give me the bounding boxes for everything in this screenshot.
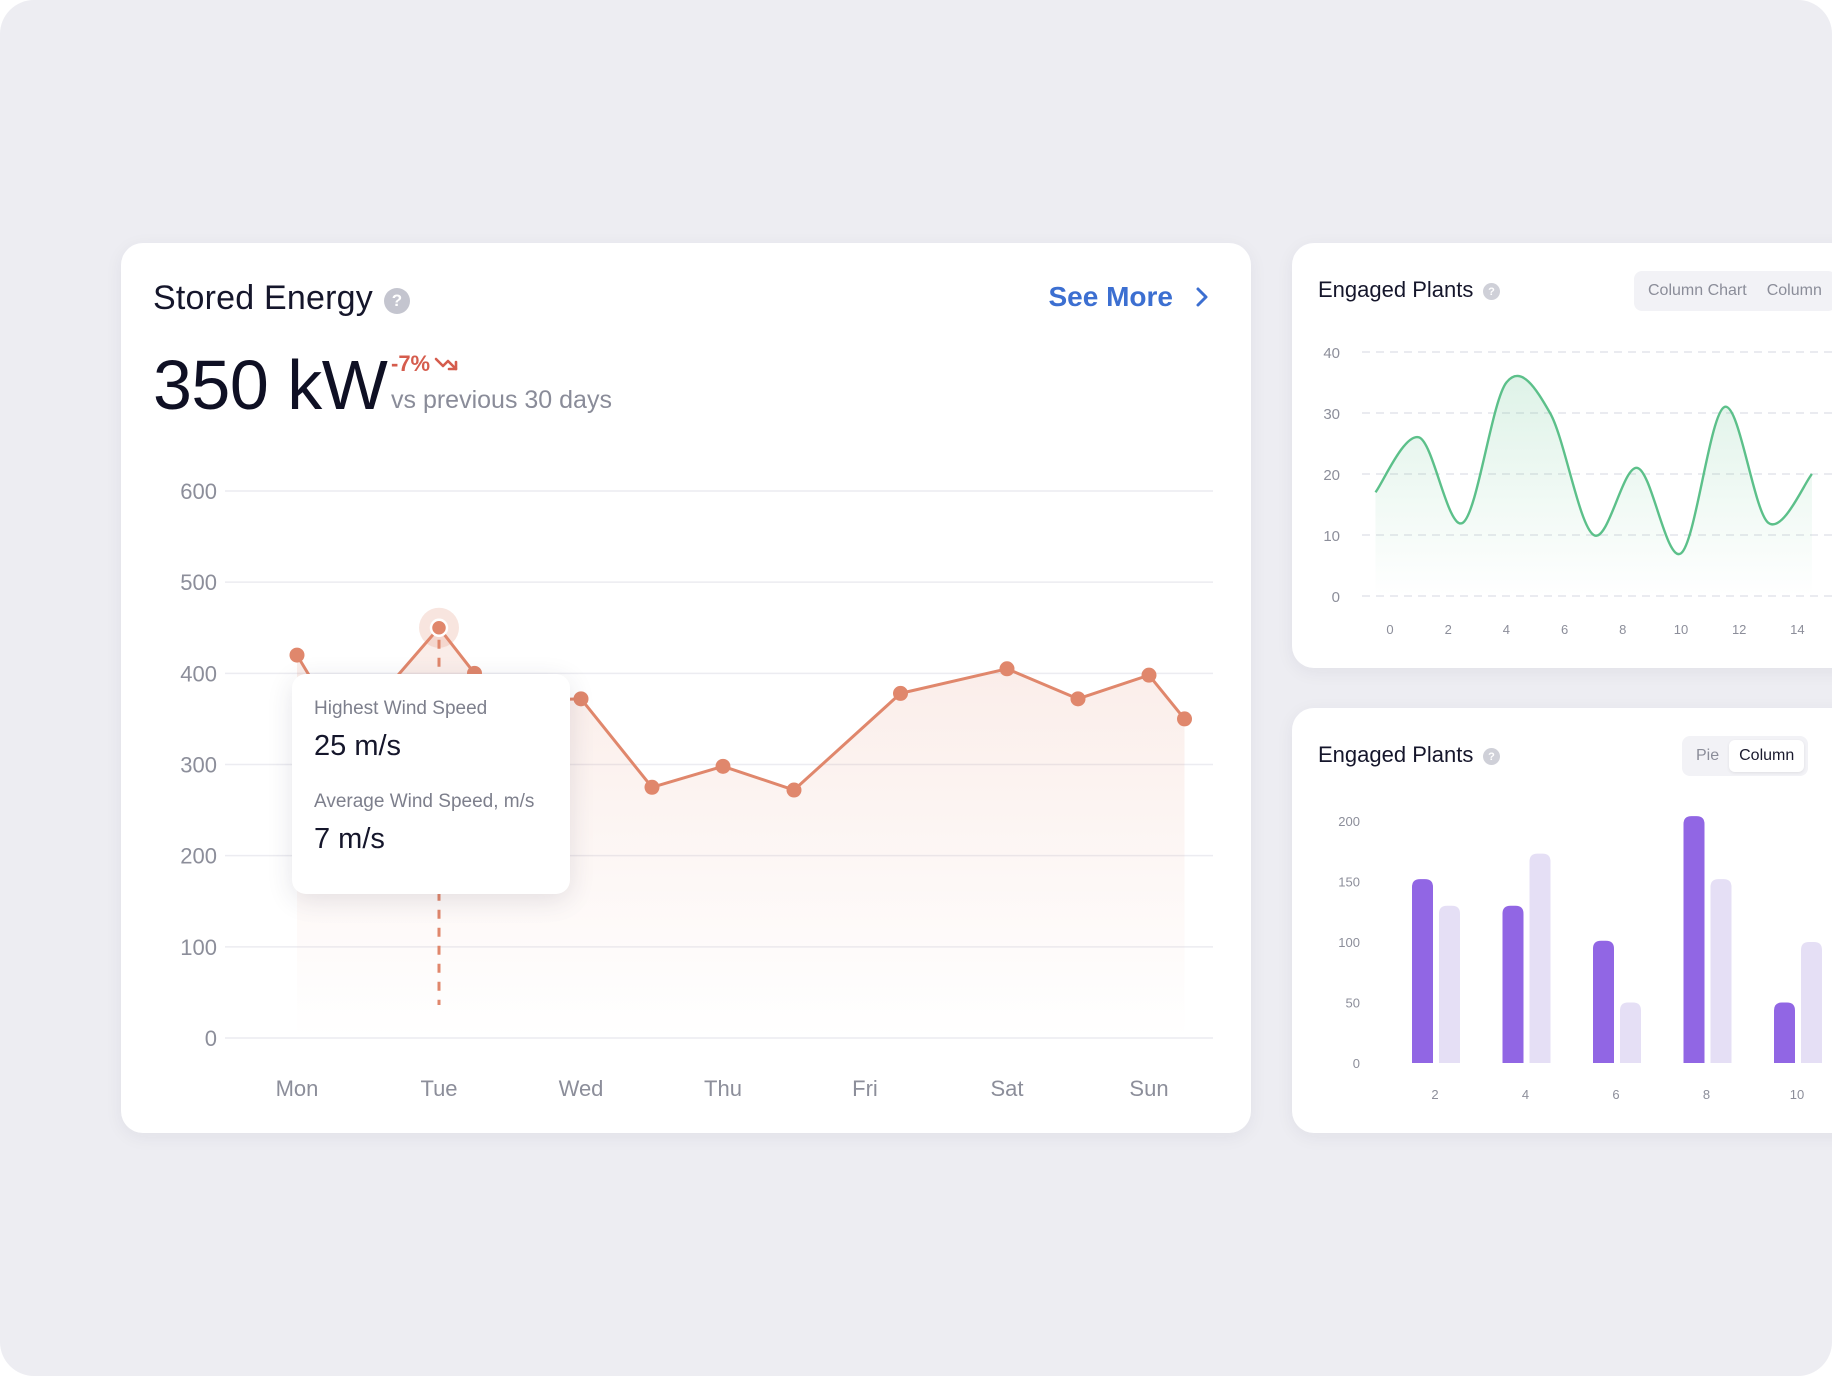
- highlight-point: [429, 618, 449, 637]
- x-tick-label: 10: [1674, 622, 1688, 637]
- data-point: [786, 782, 802, 798]
- help-icon[interactable]: ?: [384, 288, 410, 314]
- data-point: [893, 685, 908, 701]
- y-tick-label: 600: [180, 479, 217, 504]
- data-point: [999, 661, 1015, 677]
- x-tick-label: Tue: [420, 1076, 457, 1101]
- y-tick-label: 40: [1323, 345, 1340, 362]
- bar-primary: [1412, 879, 1433, 1063]
- y-tick-label: 0: [1353, 1056, 1360, 1071]
- x-tick-label: 2: [1431, 1087, 1438, 1102]
- x-tick-label: Mon: [276, 1076, 319, 1101]
- x-tick-label: 8: [1703, 1087, 1710, 1102]
- data-point: [715, 758, 731, 774]
- trend-down-icon: [434, 357, 458, 371]
- engaged-plants-title: Engaged Plants: [1318, 742, 1474, 767]
- bar-primary: [1593, 940, 1614, 1063]
- x-tick-label: 6: [1561, 622, 1568, 637]
- y-tick-label: 100: [1338, 935, 1360, 950]
- y-tick-label: 30: [1323, 406, 1340, 423]
- help-icon[interactable]: ?: [1483, 748, 1500, 765]
- data-point: [1070, 691, 1086, 707]
- delta-value: -7%: [391, 351, 431, 376]
- data-point: [289, 647, 305, 663]
- x-tick-label: 8: [1619, 622, 1626, 637]
- bar-secondary: [1710, 879, 1732, 1063]
- data-point: [573, 691, 589, 707]
- y-tick-label: 200: [1338, 814, 1360, 829]
- x-tick-label: 6: [1612, 1087, 1619, 1102]
- tab-column[interactable]: Column: [1766, 282, 1822, 299]
- bar-primary: [1502, 905, 1524, 1063]
- bar-secondary: [1801, 942, 1822, 1063]
- x-tick-label: 4: [1522, 1087, 1529, 1102]
- see-more-link[interactable]: See More: [1049, 281, 1214, 313]
- stored-energy-line-chart: 0 100 200 300 400 500 600 Mon Tue Wed Thu Fri Sat Sun: [180, 479, 1213, 1101]
- series-line: [1374, 374, 1813, 556]
- y-tick-label: 150: [1338, 875, 1360, 890]
- x-tick-label: Wed: [559, 1076, 604, 1101]
- x-tick-label: 2: [1445, 622, 1452, 637]
- y-tick-label: 0: [205, 1026, 217, 1051]
- y-tick-label: 500: [180, 570, 217, 595]
- x-tick-label: Thu: [704, 1076, 742, 1101]
- y-tick-label: 50: [1346, 996, 1360, 1011]
- chevron-right-icon: [1196, 287, 1208, 307]
- data-point: [1141, 667, 1157, 683]
- help-icon[interactable]: ?: [1483, 283, 1500, 300]
- x-tick-label: Sun: [1129, 1076, 1168, 1101]
- engaged-plants-bar-chart: 0 50 100 150 200 2 4 6 8 10: [1338, 814, 1822, 1102]
- data-point: [1177, 711, 1192, 727]
- tooltip-value-highest: 25 m/s: [314, 730, 402, 762]
- stored-energy-title: Stored Energy: [153, 279, 373, 317]
- engaged-plants-area-chart: 0 10 20 30 40 0 2 4 6 8 10 12 14: [1323, 345, 1832, 637]
- tab-column[interactable]: Column: [1729, 740, 1805, 772]
- tooltip-value-average: 7 m/s: [314, 823, 385, 855]
- x-tick-label: 14: [1790, 622, 1804, 637]
- x-tick-label: Sat: [990, 1076, 1023, 1101]
- chart-tooltip: Highest Wind Speed 25 m/s Average Wind S…: [292, 674, 570, 894]
- x-tick-label: 0: [1386, 622, 1393, 637]
- series-area: [1375, 375, 1812, 596]
- tooltip-label-highest: Highest Wind Speed: [314, 698, 488, 719]
- delta-caption: vs previous 30 days: [391, 386, 612, 414]
- bar-secondary: [1439, 905, 1460, 1063]
- y-tick-label: 300: [180, 753, 217, 778]
- bar-primary: [1683, 816, 1705, 1063]
- stored-energy-value: 350 kW: [153, 346, 388, 424]
- see-more-label: See More: [1048, 281, 1174, 312]
- x-tick-label: 10: [1790, 1087, 1804, 1102]
- y-tick-label: 0: [1332, 589, 1340, 606]
- y-tick-label: 20: [1323, 467, 1340, 484]
- x-tick-label: Fri: [852, 1076, 878, 1101]
- delta-badge: -7%: [391, 351, 460, 377]
- stored-energy-card: Stored Energy ? See More 350 kW -7% vs p…: [121, 243, 1251, 1133]
- chart-type-switch: Column Chart Column: [1634, 271, 1832, 311]
- y-tick-label: 100: [180, 935, 217, 960]
- engaged-plants-line-card: Engaged Plants ? Column Chart Column 0 10…: [1292, 243, 1832, 668]
- engaged-plants-title: Engaged Plants: [1318, 277, 1474, 302]
- data-point: [644, 779, 660, 795]
- chart-type-switch: Pie Column: [1682, 736, 1809, 776]
- tab-column-chart[interactable]: Column Chart: [1648, 282, 1747, 299]
- bar-primary: [1774, 1002, 1795, 1063]
- x-tick-label: 12: [1732, 622, 1746, 637]
- tab-pie[interactable]: Pie: [1696, 747, 1720, 764]
- y-tick-label: 10: [1323, 528, 1340, 545]
- y-tick-label: 200: [180, 844, 217, 869]
- bar-secondary: [1529, 853, 1551, 1063]
- bar-secondary: [1620, 1002, 1641, 1063]
- x-tick-label: 4: [1503, 622, 1510, 637]
- engaged-plants-column-card: Engaged Plants ? Pie Column 0 50 100 150 200…: [1292, 708, 1832, 1133]
- y-tick-label: 400: [180, 661, 217, 686]
- tooltip-label-average: Average Wind Speed, m/s: [314, 791, 535, 812]
